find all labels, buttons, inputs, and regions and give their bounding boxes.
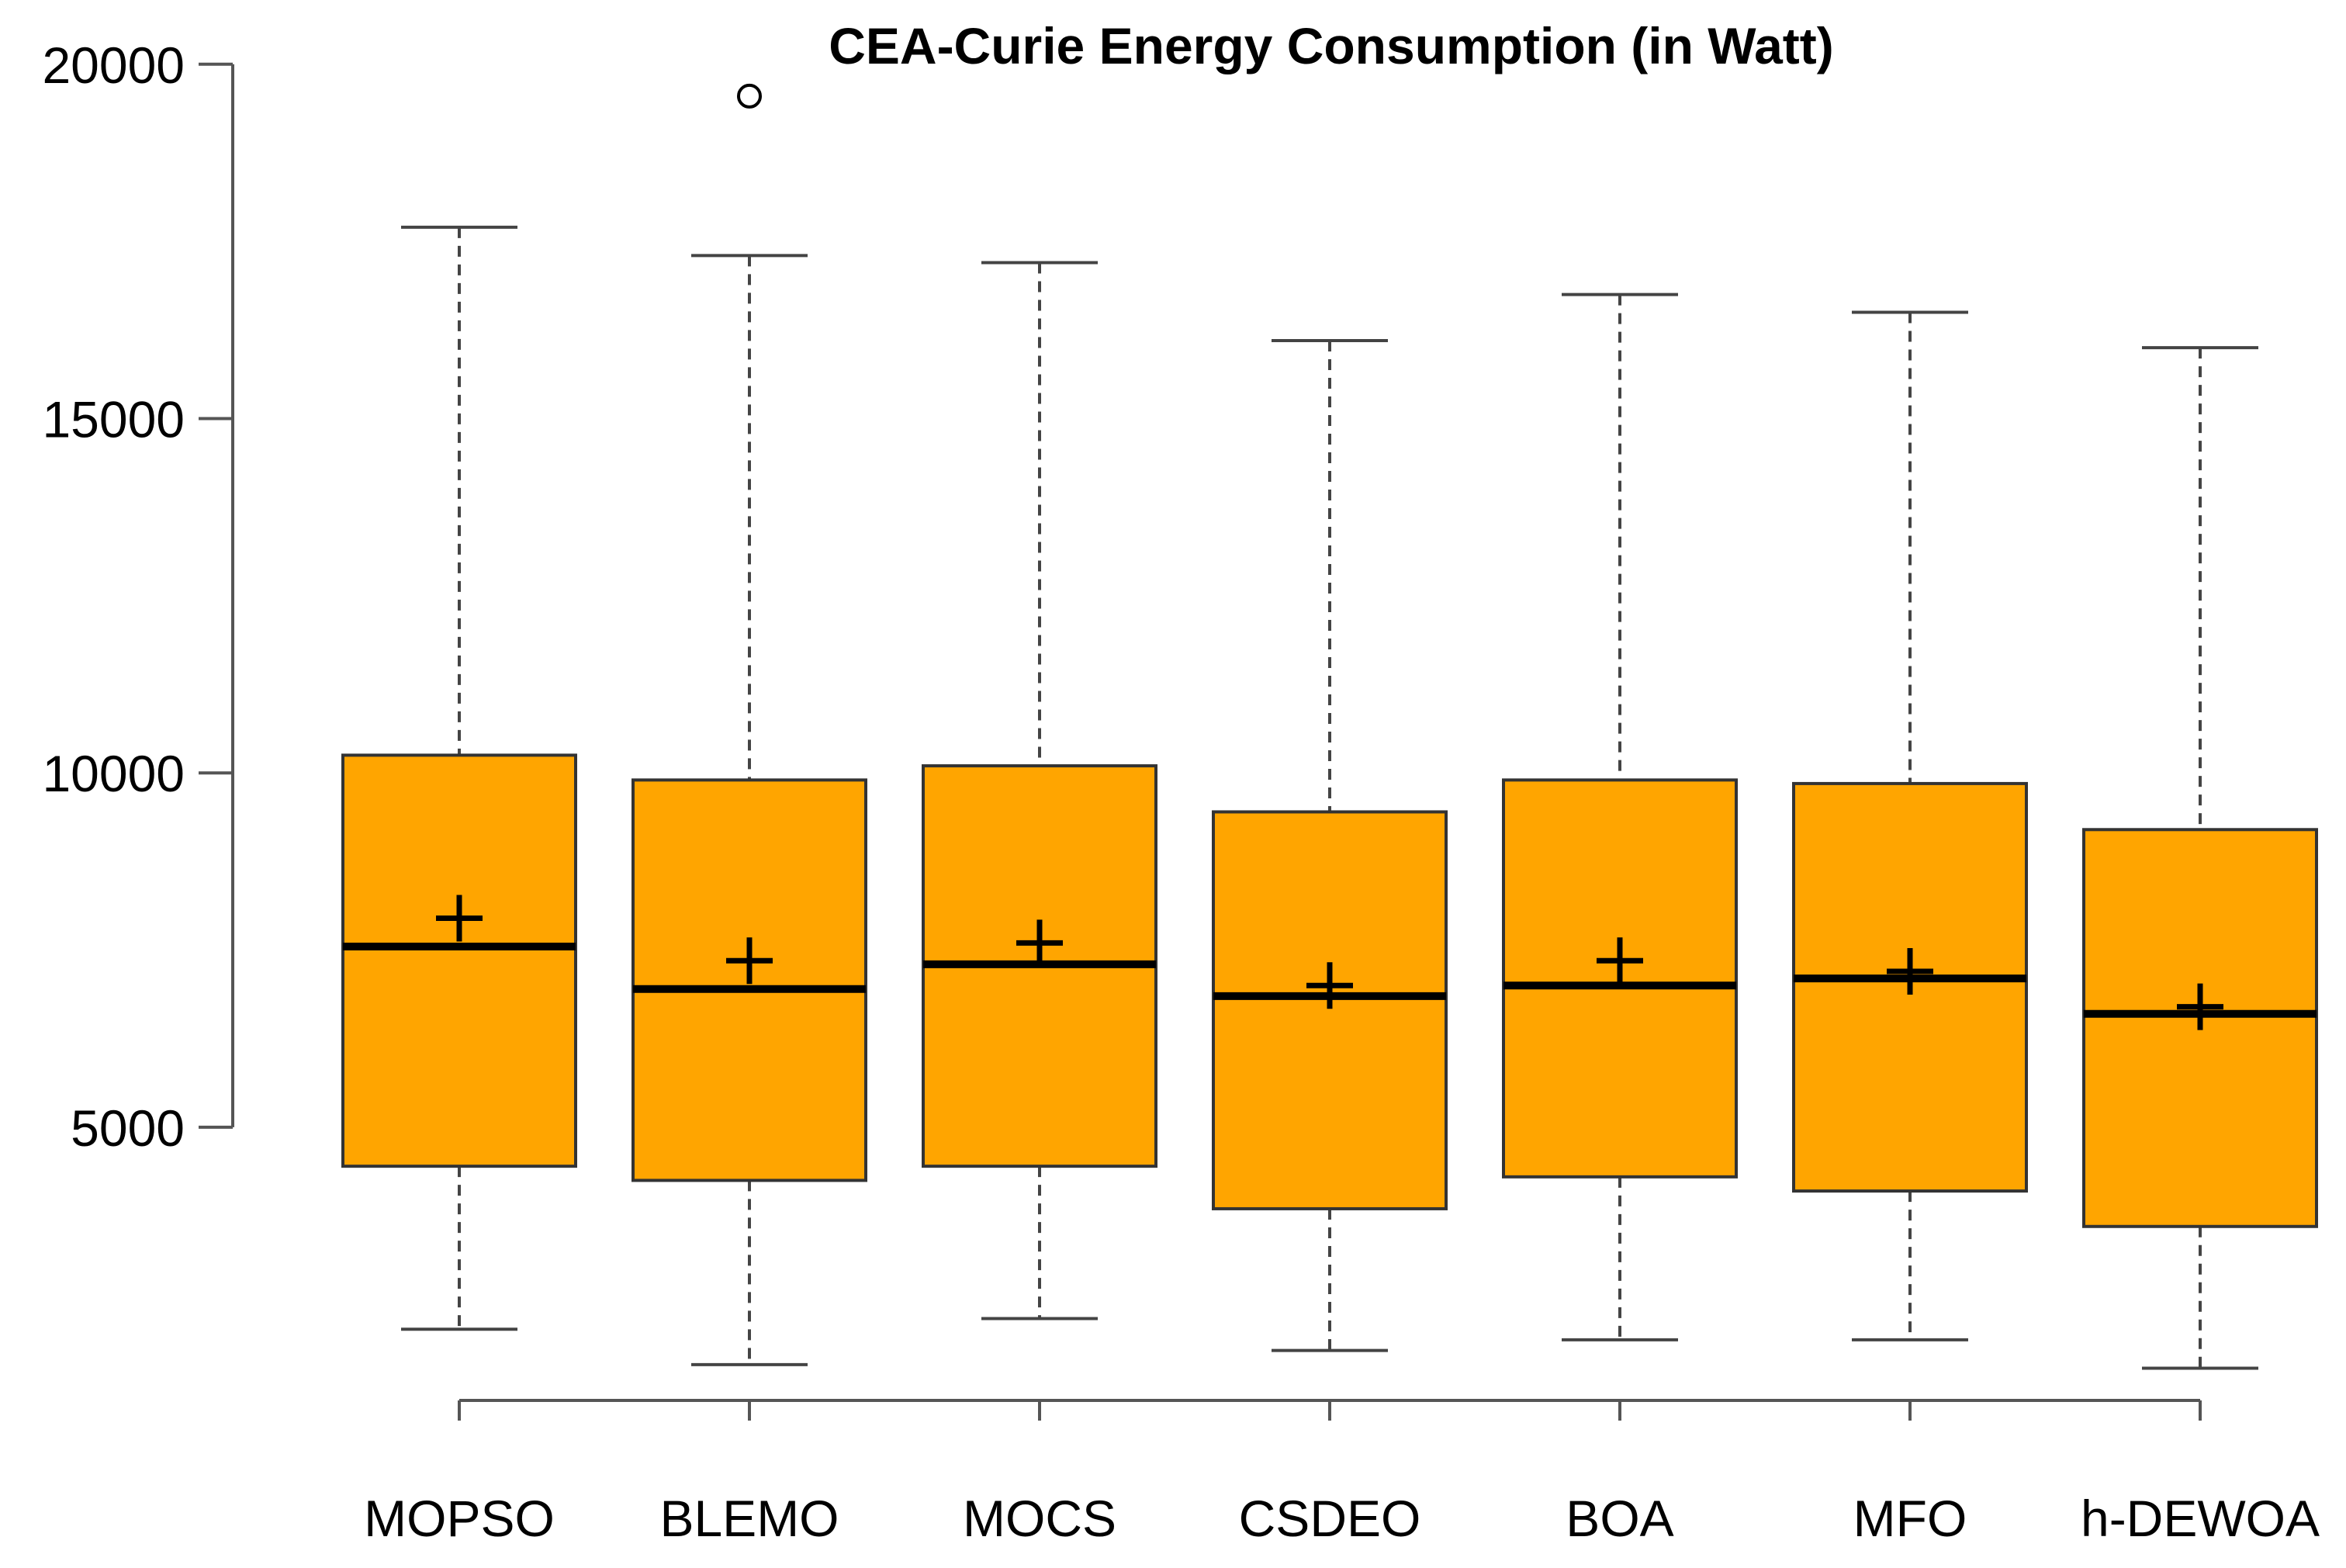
x-tick-label: BOA (1566, 1490, 1673, 1547)
y-tick-label: 15000 (42, 391, 185, 448)
box-csdeo (1212, 339, 1448, 1352)
box-h-dewoa (2082, 346, 2318, 1370)
box-blemo (631, 83, 867, 1366)
box-boa (1502, 292, 1738, 1341)
x-tick-label: MOPSO (364, 1490, 555, 1547)
boxes-group (341, 83, 2318, 1370)
chart-title: CEA-Curie Energy Consumption (in Watt) (829, 17, 1834, 74)
x-tick-label: BLEMO (659, 1490, 839, 1547)
y-tick-label: 5000 (71, 1099, 185, 1157)
iqr-box (1212, 810, 1448, 1210)
x-tick-label: MOCS (963, 1490, 1116, 1547)
y-tick-label: 20000 (42, 36, 185, 94)
box-mopso (341, 225, 577, 1331)
x-axis: MOPSO BLEMO MOCS CSDEO BOA MFO h-DEWOA (364, 1399, 2320, 1547)
x-tick-label: MFO (1853, 1490, 1967, 1547)
iqr-box (341, 753, 577, 1168)
y-tick-label: 10000 (42, 745, 185, 802)
outlier-point (737, 83, 762, 109)
x-tick-label: h-DEWOA (2081, 1490, 2320, 1547)
x-tick-label: CSDEO (1239, 1490, 1421, 1547)
box-mfo (1792, 310, 2028, 1341)
box-mocs (922, 261, 1157, 1321)
y-axis: 5000 10000 15000 20000 (42, 36, 234, 1157)
